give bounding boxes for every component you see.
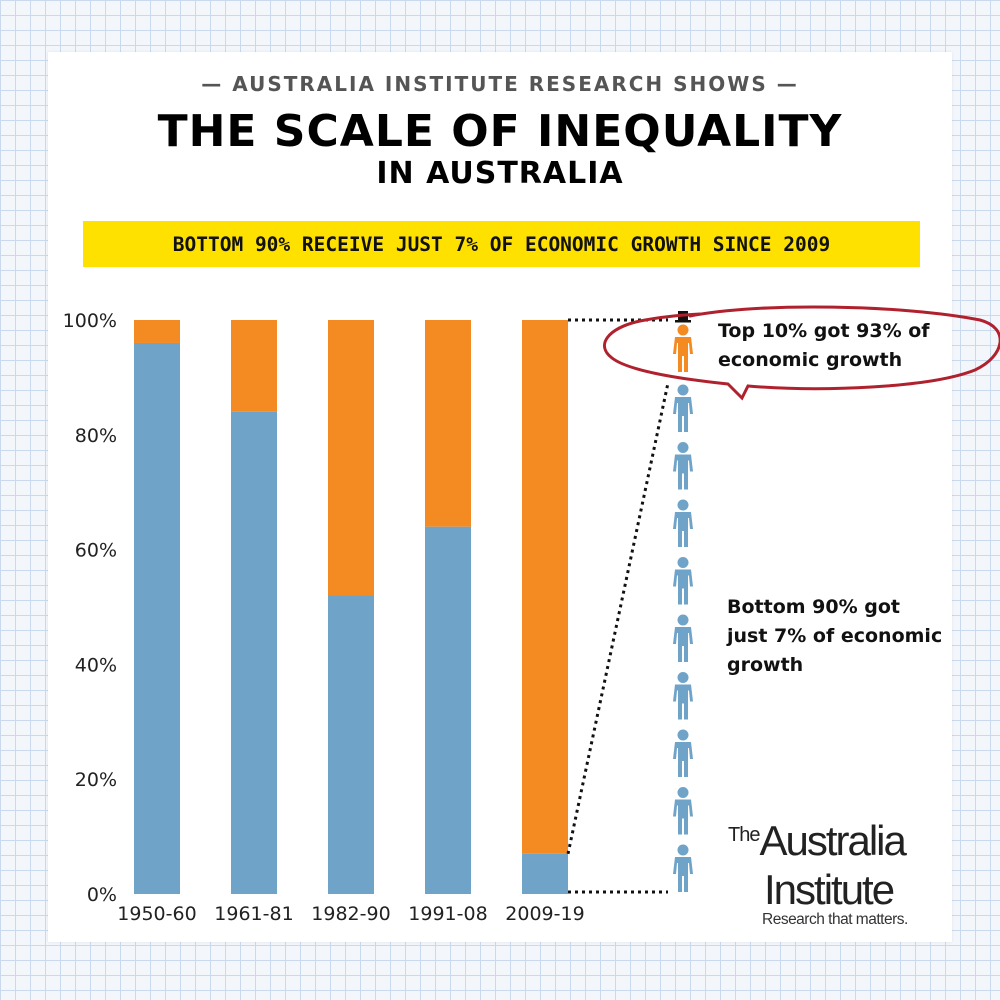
bar-top-10: [425, 320, 471, 527]
person-icon: [673, 787, 693, 835]
x-tick-label: 1950-60: [117, 903, 196, 925]
infographic-card: [48, 52, 952, 942]
bar-top-10: [328, 320, 374, 596]
person-top-hat-icon: [673, 324, 693, 372]
bar-bottom-90: [522, 853, 568, 894]
connector-diagonal: [566, 382, 670, 855]
headline-banner-text: BOTTOM 90% RECEIVE JUST 7% OF ECONOMIC G…: [172, 232, 831, 256]
logo-tagline: Research that matters.: [762, 911, 908, 928]
person-icon: [673, 384, 693, 432]
x-tick-label: 1982-90: [311, 903, 390, 925]
bar-bottom-90: [231, 411, 277, 894]
bar-top-10: [522, 320, 568, 854]
person-icon: [673, 614, 693, 662]
page-title: THE SCALE OF INEQUALITY: [157, 106, 843, 157]
x-tick-label: 1961-81: [214, 903, 293, 925]
page-subtitle: IN AUSTRALIA: [376, 156, 624, 191]
bar-bottom-90: [134, 342, 180, 895]
highlight-circle: [603, 305, 1000, 401]
bar-bottom-90: [425, 526, 471, 894]
person-icon: [673, 442, 693, 490]
x-tick-label: 2009-19: [505, 903, 584, 925]
headline-banner: BOTTOM 90% RECEIVE JUST 7% OF ECONOMIC G…: [83, 221, 920, 267]
logo-institute: Institute: [764, 866, 895, 913]
person-icon: [673, 499, 693, 547]
kicker-text: — AUSTRALIA INSTITUTE RESEARCH SHOWS —: [201, 72, 799, 96]
bar-top-10: [231, 320, 277, 412]
y-tick-label: 60%: [75, 540, 117, 562]
bar-top-10: [134, 320, 180, 343]
top-10-annotation: Top 10% got 93% of economic growth: [718, 320, 930, 371]
bottom-90-annotation: Bottom 90% got just 7% of economic growt…: [727, 596, 943, 676]
y-tick-label: 20%: [75, 769, 117, 791]
logo-the: The: [728, 824, 760, 846]
bar-bottom-90: [328, 595, 374, 894]
x-tick-label: 1991-08: [408, 903, 487, 925]
person-icon: [673, 844, 693, 892]
logo-australia: Australia: [759, 817, 906, 864]
y-tick-label: 40%: [75, 654, 117, 676]
person-icon: [673, 729, 693, 777]
y-tick-label: 0%: [87, 884, 117, 906]
y-tick-label: 80%: [75, 425, 117, 447]
y-tick-label: 100%: [63, 310, 117, 332]
person-icon: [673, 672, 693, 720]
australia-institute-logo: TheAustralia Institute Research that mat…: [728, 815, 938, 929]
person-icon: [673, 557, 693, 605]
top-hat-brim: [675, 320, 691, 323]
